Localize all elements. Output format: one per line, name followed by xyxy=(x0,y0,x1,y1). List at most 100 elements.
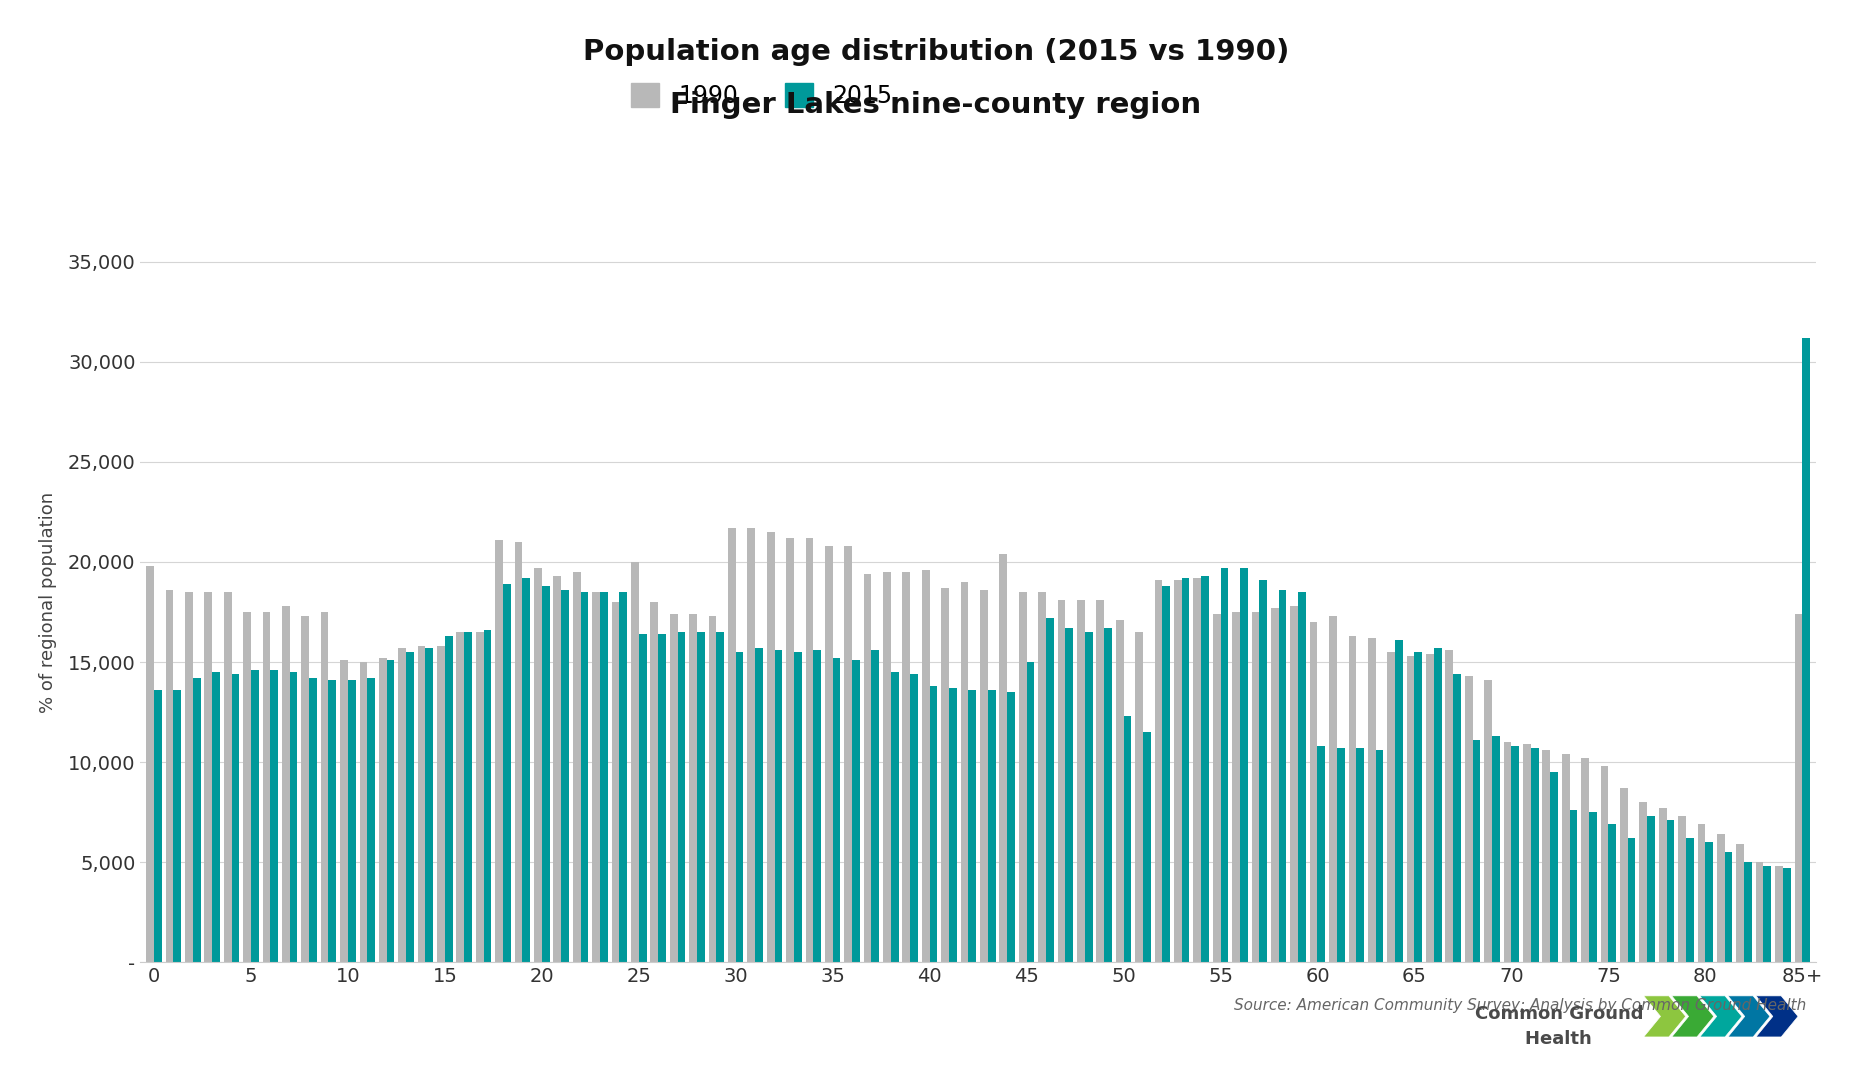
Bar xyxy=(1097,600,1104,962)
Bar xyxy=(243,612,251,962)
Bar xyxy=(1640,802,1647,962)
Bar xyxy=(580,592,588,962)
Bar xyxy=(1271,608,1279,962)
Bar xyxy=(1213,614,1221,962)
Bar xyxy=(262,612,270,962)
Bar xyxy=(1337,748,1344,962)
Bar xyxy=(1569,811,1578,962)
Bar xyxy=(1775,866,1782,962)
Bar xyxy=(709,616,717,962)
Bar xyxy=(1503,742,1511,962)
Bar xyxy=(1619,788,1629,962)
Bar xyxy=(1144,732,1151,962)
Bar xyxy=(1221,568,1228,962)
Bar xyxy=(1756,862,1763,962)
Bar xyxy=(399,648,406,962)
Bar xyxy=(1589,812,1597,962)
Bar xyxy=(1803,338,1810,962)
Bar xyxy=(1318,746,1325,962)
Bar xyxy=(650,602,659,962)
Bar xyxy=(541,586,550,962)
Bar xyxy=(1795,614,1803,962)
Bar xyxy=(1076,600,1084,962)
Bar xyxy=(968,690,975,962)
Bar xyxy=(1348,636,1355,962)
Bar xyxy=(1329,616,1337,962)
Bar xyxy=(193,678,200,962)
Bar xyxy=(631,562,638,962)
Bar xyxy=(1018,592,1026,962)
Y-axis label: % of regional population: % of regional population xyxy=(39,491,56,713)
Bar xyxy=(736,653,743,962)
Bar xyxy=(1647,816,1655,962)
Bar xyxy=(1492,736,1499,962)
Bar xyxy=(1466,676,1473,962)
Bar xyxy=(612,602,620,962)
Bar xyxy=(747,528,754,962)
Polygon shape xyxy=(1700,995,1743,1037)
Legend: 1990, 2015: 1990, 2015 xyxy=(622,73,902,117)
Bar xyxy=(146,565,154,962)
Bar xyxy=(930,686,938,962)
Bar xyxy=(341,660,348,962)
Bar xyxy=(884,572,891,962)
Bar xyxy=(1116,620,1123,962)
Bar xyxy=(1543,750,1550,962)
Bar xyxy=(768,532,775,962)
Bar xyxy=(320,612,328,962)
Bar xyxy=(1155,580,1163,962)
Bar xyxy=(1445,650,1453,962)
Bar xyxy=(1174,580,1181,962)
Bar xyxy=(436,646,446,962)
Bar xyxy=(1000,554,1007,962)
Bar xyxy=(1279,590,1286,962)
Bar xyxy=(601,592,608,962)
Bar xyxy=(359,662,367,962)
Bar xyxy=(1524,744,1531,962)
Bar xyxy=(174,690,182,962)
Bar xyxy=(826,546,833,962)
Bar xyxy=(659,634,666,962)
Bar xyxy=(1039,592,1046,962)
Bar xyxy=(1058,600,1065,962)
Bar xyxy=(534,568,541,962)
Bar xyxy=(1511,746,1520,962)
Bar xyxy=(689,614,696,962)
Bar xyxy=(1737,844,1745,962)
Bar xyxy=(1065,628,1073,962)
Bar xyxy=(562,590,569,962)
Bar xyxy=(910,674,917,962)
Text: Population age distribution (2015 vs 1990): Population age distribution (2015 vs 199… xyxy=(582,38,1290,66)
Bar xyxy=(1260,580,1267,962)
Bar xyxy=(981,590,988,962)
Bar xyxy=(522,578,530,962)
Bar xyxy=(406,653,414,962)
Bar xyxy=(425,648,432,962)
Bar xyxy=(696,632,704,962)
Bar xyxy=(1601,766,1608,962)
Bar xyxy=(309,678,316,962)
Bar xyxy=(1026,662,1035,962)
Bar xyxy=(754,648,764,962)
Bar xyxy=(1531,748,1539,962)
Text: Common Ground
        Health: Common Ground Health xyxy=(1475,1005,1644,1048)
Bar xyxy=(464,632,472,962)
Bar xyxy=(290,672,298,962)
Bar xyxy=(1084,632,1093,962)
Bar xyxy=(1659,808,1666,962)
Bar xyxy=(270,670,279,962)
Bar xyxy=(1473,740,1481,962)
Bar xyxy=(457,632,464,962)
Bar xyxy=(1387,653,1395,962)
Bar xyxy=(1561,754,1569,962)
Bar xyxy=(620,592,627,962)
Bar xyxy=(921,570,930,962)
Bar xyxy=(378,658,388,962)
Bar xyxy=(185,592,193,962)
Bar xyxy=(1426,654,1434,962)
Bar xyxy=(794,653,801,962)
Bar xyxy=(1705,842,1713,962)
Bar xyxy=(786,538,794,962)
Bar xyxy=(1181,578,1189,962)
Bar xyxy=(805,538,812,962)
